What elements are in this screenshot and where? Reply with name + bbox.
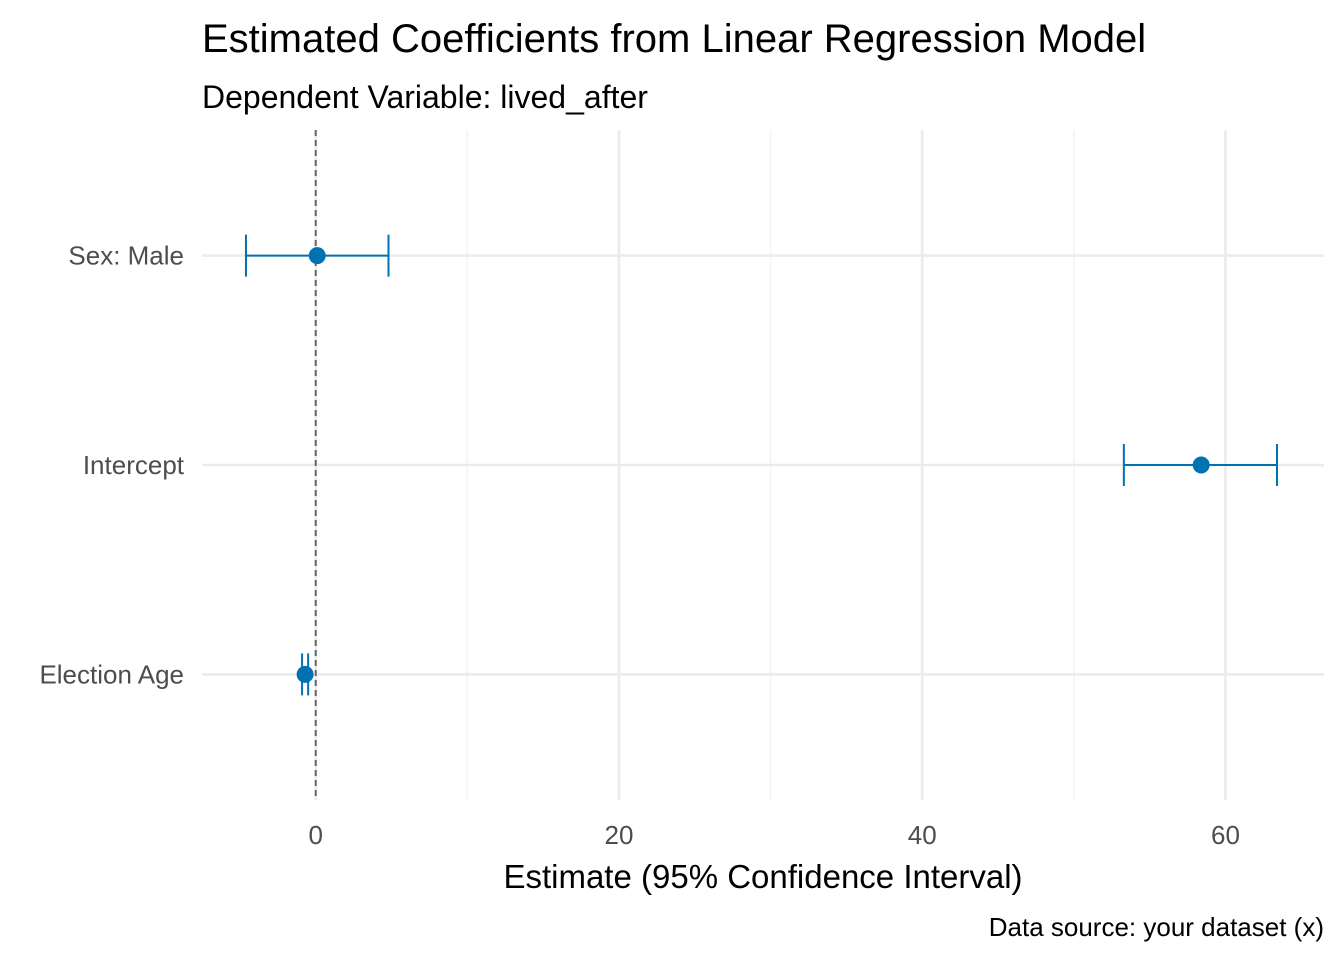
x-axis-title: Estimate (95% Confidence Interval): [503, 858, 1022, 895]
chart-title: Estimated Coefficients from Linear Regre…: [202, 17, 1146, 61]
x-tick-label: 60: [1211, 820, 1240, 850]
y-tick-label: Intercept: [83, 450, 185, 480]
y-axis-labels: Sex: Male Intercept Election Age: [39, 241, 184, 690]
x-axis-labels: 0 20 40 60: [308, 820, 1239, 850]
estimate-points: [296, 247, 1210, 683]
estimate-point: [1192, 456, 1210, 474]
x-tick-label: 40: [908, 820, 937, 850]
data-source-caption: Data source: your dataset (x): [989, 912, 1324, 942]
estimate-point: [296, 665, 314, 683]
estimate-point: [308, 247, 326, 265]
chart-subtitle: Dependent Variable: lived_after: [202, 79, 648, 115]
y-tick-label: Election Age: [39, 659, 184, 689]
y-tick-label: Sex: Male: [68, 241, 184, 271]
x-tick-label: 20: [604, 820, 633, 850]
x-tick-label: 0: [308, 820, 322, 850]
